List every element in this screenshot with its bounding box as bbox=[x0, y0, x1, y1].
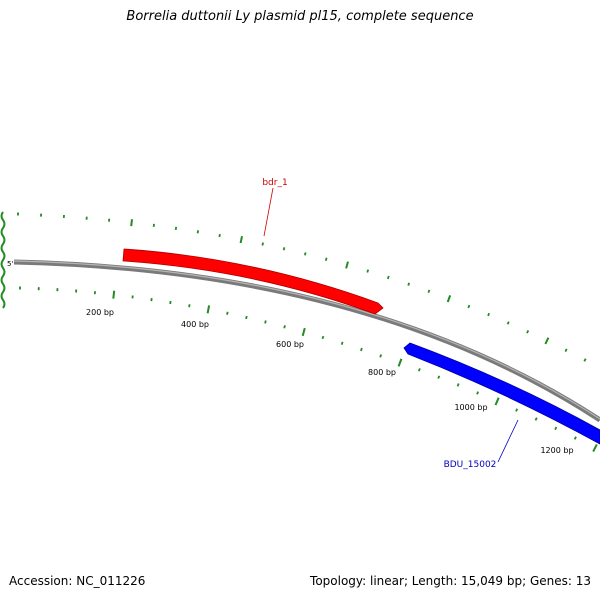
lower-scale-minor-tick bbox=[321, 335, 325, 340]
lower-scale-major-tick bbox=[301, 327, 306, 337]
lower-scale-minor-tick bbox=[515, 408, 519, 412]
lower-scale-minor-tick bbox=[226, 311, 229, 315]
tick-label-1200: 1200 bp bbox=[540, 446, 573, 455]
gene-bdu-15002-leader bbox=[497, 419, 519, 463]
lower-scale-minor-tick bbox=[360, 347, 363, 352]
upper-scale-minor-tick bbox=[526, 330, 530, 334]
lower-scale-major-tick bbox=[397, 358, 403, 367]
lower-scale-minor-tick bbox=[476, 391, 480, 395]
tick-label-400: 400 bp bbox=[181, 320, 209, 329]
upper-scale-minor-tick bbox=[366, 269, 370, 273]
tick-label-1000: 1000 bp bbox=[454, 403, 487, 412]
lower-scale-major-tick bbox=[494, 397, 500, 406]
gene-bdr-1-feature[interactable] bbox=[122, 248, 384, 315]
upper-scale-major-tick bbox=[130, 219, 133, 227]
gene-bdr-1-label[interactable]: bdr_1 bbox=[262, 178, 287, 188]
upper-scale-minor-tick bbox=[282, 247, 286, 251]
map-title: Borrelia duttonii Ly plasmid pl15, compl… bbox=[126, 9, 474, 24]
upper-scale-minor-tick bbox=[218, 233, 221, 238]
sequence-end-marker bbox=[0, 211, 6, 309]
five-prime-label: 5' bbox=[7, 260, 13, 268]
upper-scale-minor-tick bbox=[487, 312, 491, 317]
accession-text: Accession: NC_011226 bbox=[9, 574, 146, 588]
lower-scale-minor-tick bbox=[283, 325, 286, 329]
lower-scale-minor-tick bbox=[340, 341, 344, 345]
upper-scale-minor-tick bbox=[407, 282, 411, 286]
lower-scale-major-tick bbox=[592, 443, 598, 453]
upper-scale-major-tick bbox=[345, 261, 349, 269]
upper-scale-minor-tick bbox=[196, 230, 199, 234]
upper-scale-minor-tick bbox=[324, 257, 328, 261]
lower-scale-minor-tick bbox=[573, 436, 577, 440]
lower-scale-major-tick bbox=[206, 305, 211, 314]
gene-bdr-1-leader bbox=[263, 187, 274, 237]
lower-scale-minor-tick bbox=[188, 304, 191, 308]
upper-scale-minor-tick bbox=[427, 289, 431, 294]
tick-label-200: 200 bp bbox=[86, 308, 114, 317]
tick-marks bbox=[17, 212, 598, 453]
upper-scale-major-tick bbox=[446, 295, 452, 303]
lower-scale-minor-tick bbox=[379, 354, 383, 358]
sequence-backbone bbox=[13, 259, 600, 423]
upper-scale-major-tick bbox=[239, 236, 243, 244]
lower-scale-minor-tick bbox=[534, 417, 538, 421]
lower-scale-minor-tick bbox=[437, 375, 441, 379]
upper-scale-minor-tick bbox=[174, 226, 178, 231]
sequence-summary-text: Topology: linear; Length: 15,049 bp; Gen… bbox=[310, 574, 591, 588]
upper-scale-minor-tick bbox=[583, 358, 587, 362]
upper-scale-minor-tick bbox=[304, 252, 307, 256]
upper-scale-minor-tick bbox=[386, 275, 390, 280]
lower-scale-minor-tick bbox=[456, 383, 460, 387]
gene-bdu-15002-feature[interactable] bbox=[403, 342, 600, 445]
lower-scale-minor-tick bbox=[417, 368, 421, 372]
tick-label-800: 800 bp bbox=[368, 368, 396, 377]
tick-label-600: 600 bp bbox=[276, 340, 304, 349]
lower-scale-minor-tick bbox=[264, 320, 267, 324]
upper-scale-minor-tick bbox=[467, 304, 471, 309]
lower-scale-minor-tick bbox=[554, 426, 558, 431]
upper-scale-minor-tick bbox=[506, 321, 510, 325]
gene-bdu-15002-label[interactable]: BDU_15002 bbox=[444, 460, 497, 470]
upper-scale-minor-tick bbox=[564, 348, 568, 352]
lower-scale-major-tick bbox=[112, 290, 116, 299]
upper-scale-major-tick bbox=[544, 337, 550, 345]
lower-scale-minor-tick bbox=[245, 315, 248, 320]
upper-scale-minor-tick bbox=[261, 242, 264, 246]
